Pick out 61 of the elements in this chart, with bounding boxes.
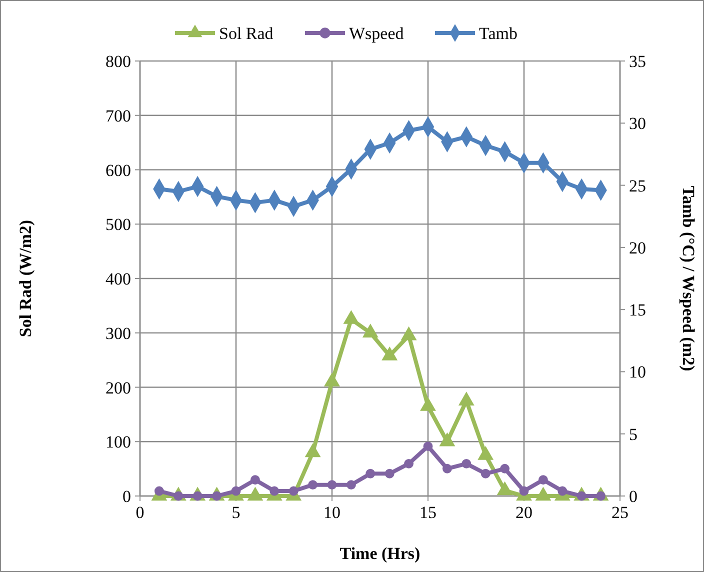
point [247,486,264,501]
point [404,458,414,468]
point [458,392,474,406]
point [519,486,529,496]
y-tick-label: 400 [106,270,131,288]
point [362,324,378,338]
y-tick-label: 300 [106,324,131,343]
x-tick-label: 0 [136,503,144,522]
point [423,442,433,451]
point [384,468,394,478]
point [558,486,568,496]
point [382,346,398,360]
x-tick-label: 20 [516,503,532,522]
y2-tick-label: 10 [629,362,646,382]
y2-tick-label: 0 [629,487,638,506]
point [154,486,164,496]
legend-label: Tamb [479,24,518,43]
point [420,397,436,411]
x-tick-label: 10 [324,503,340,522]
y-tick-label: 500 [106,215,131,234]
y2-tick-label: 15 [629,300,646,320]
y-tick-label: 800 [106,52,131,71]
y-tick-label: 100 [106,432,131,452]
point [439,432,456,446]
x-tick-label: 15 [420,503,436,522]
y-tick-label: 0 [122,487,131,506]
x-tick-label: 5 [232,503,240,522]
point [270,486,280,496]
point [366,468,376,478]
y2-tick-label: 35 [629,52,646,71]
point [496,481,513,496]
point [500,464,510,474]
point [400,326,417,340]
point [538,475,548,485]
point [250,475,260,485]
point [288,486,298,496]
legend-label: Sol Rad [219,24,274,43]
point [343,310,360,324]
point [480,468,490,478]
point [231,486,241,496]
y-tick-label: 200 [106,378,131,398]
y-axis-title: Sol Rad (W/m2) [16,220,35,338]
legend-label: Wspeed [349,24,404,43]
x-axis-title: Time (Hrs) [340,544,420,563]
point [304,443,321,458]
point [535,486,552,501]
point [327,480,337,490]
point [442,464,452,474]
point [324,372,340,386]
y-tick-label: 600 [106,160,131,180]
y2-tick-label: 30 [629,114,646,134]
y2-tick-label: 25 [629,176,646,196]
point [346,480,356,490]
point [462,458,472,468]
point [308,480,318,490]
point [478,446,494,460]
x-tick-label: 25 [612,503,628,522]
y2-tick-label: 20 [629,238,646,258]
y2-tick-label: 5 [629,424,638,444]
y2-axis-title: Tamb (°C) / Wspeed (m2) [679,186,698,372]
y-tick-label: 700 [106,106,131,126]
